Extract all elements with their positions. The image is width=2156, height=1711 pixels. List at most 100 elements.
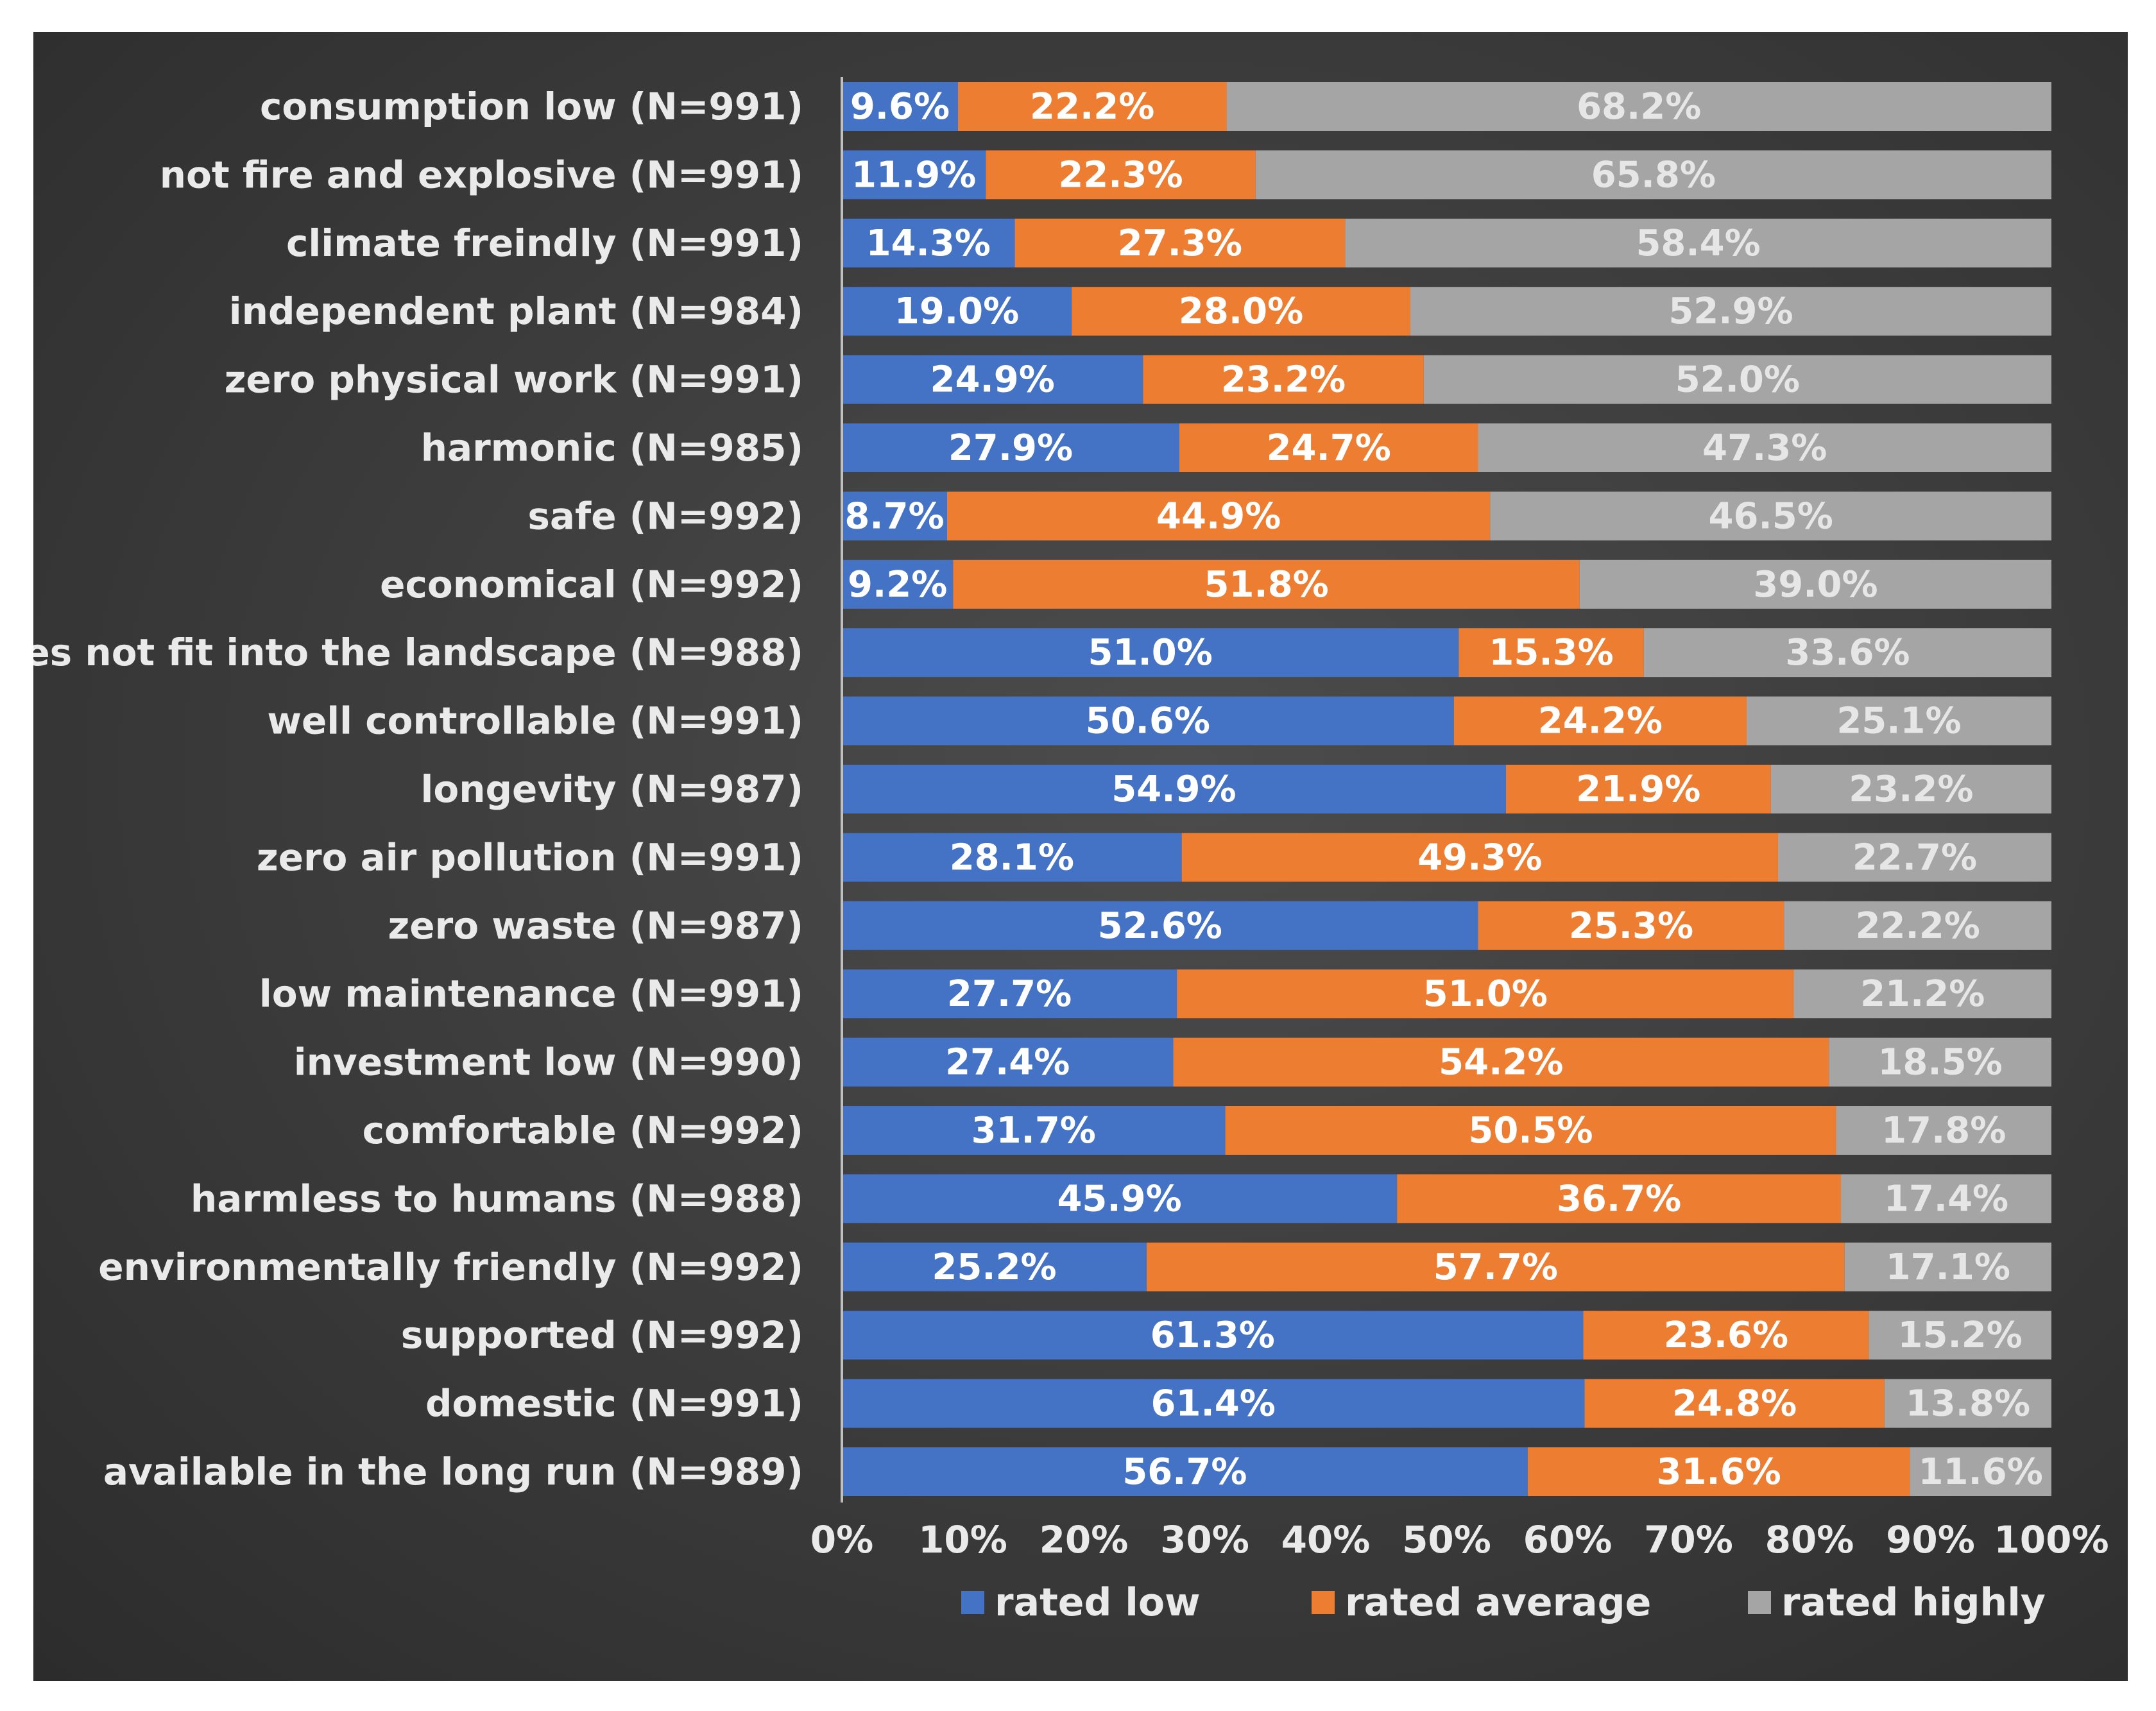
bar-rated-low-zero-physical-work (842, 355, 1143, 404)
bar-rated-low-independent-plant (842, 287, 1072, 336)
data-label-rated-average-zero-physical-work: 23.2% (1221, 359, 1346, 401)
data-label-rated-highly-zero-physical-work: 52.0% (1675, 359, 1800, 401)
bars-layer (842, 82, 2051, 1496)
category-label-investment-low: investment low (N=990) (294, 1041, 803, 1084)
x-axis-ticks: 0% 10% 20% 30% 40% 50% 60% 70% 80% 90% 100% (810, 1518, 2109, 1562)
data-label-rated-low-not-fire-and-explosive: 11.9% (851, 154, 976, 196)
x-tick-label: 20% (1040, 1518, 1129, 1562)
data-label-rated-average-consumption-low: 22.2% (1030, 86, 1154, 128)
bar-rated-highly-independent-plant (1410, 287, 2051, 336)
data-label-rated-low-harmless-to-humans: 45.9% (1057, 1178, 1181, 1220)
bar-rated-average-zero-waste (1478, 901, 1784, 950)
data-label-rated-low-low-maintenance: 27.7% (947, 973, 1072, 1015)
category-label-does-not-fit-into-the-landscape: does not fit into the landscape (N=988) (33, 631, 803, 674)
data-label-rated-average-not-fire-and-explosive: 22.3% (1058, 154, 1183, 196)
data-label-rated-highly-safe: 46.5% (1709, 495, 1833, 537)
data-label-rated-highly-low-maintenance: 21.2% (1860, 973, 1985, 1015)
data-label-rated-low-zero-air-pollution: 28.1% (950, 837, 1074, 878)
data-label-rated-average-investment-low: 54.2% (1439, 1042, 1563, 1084)
bar-rated-average-supported (1583, 1311, 1869, 1360)
data-label-rated-average-harmless-to-humans: 36.7% (1557, 1178, 1681, 1220)
x-tick-label: 80% (1765, 1518, 1854, 1562)
data-label-rated-low-available-in-the-long-run: 56.7% (1122, 1451, 1247, 1493)
data-label-rated-average-well-controllable: 24.2% (1538, 701, 1663, 742)
bar-rated-highly-zero-waste (1784, 901, 2051, 950)
x-tick-label: 40% (1281, 1518, 1371, 1562)
data-label-rated-highly-environmentally-friendly: 17.1% (1886, 1247, 2010, 1288)
x-tick-label: 0% (810, 1518, 873, 1562)
data-label-rated-average-environmentally-friendly: 57.7% (1433, 1247, 1558, 1288)
category-label-environmentally-friendly: environmentally friendly (N=992) (98, 1245, 803, 1289)
category-label-low-maintenance: low maintenance (N=991) (259, 972, 803, 1016)
stacked-bar-chart: consumption low (N=991) not fire and expl… (33, 77, 2109, 1625)
bar-rated-low-environmentally-friendly (842, 1242, 1147, 1291)
segment-labels: 9.6% 22.2% 68.2% 11.9% 22.3% 65.8% 14.3% 27.3% 5… (844, 86, 2043, 1493)
bar-rated-highly-well-controllable (1746, 696, 2051, 745)
data-label-rated-average-low-maintenance: 51.0% (1423, 973, 1548, 1015)
legend-swatch-rated-low (961, 1591, 984, 1614)
data-label-rated-low-environmentally-friendly: 25.2% (932, 1247, 1056, 1288)
data-label-rated-highly-available-in-the-long-run: 11.6% (1919, 1451, 2043, 1493)
bar-rated-average-investment-low (1173, 1037, 1829, 1087)
bar-rated-average-does-not-fit-into-the-landscape (1459, 628, 1644, 677)
bar-rated-highly-low-maintenance (1793, 969, 2051, 1019)
data-label-rated-highly-domestic: 13.8% (1906, 1383, 2030, 1425)
bar-rated-low-domestic (842, 1379, 1585, 1428)
bar-rated-average-consumption-low (957, 82, 1227, 131)
bar-rated-low-longevity (842, 765, 1506, 813)
data-label-rated-highly-does-not-fit-into-the-landscape: 33.6% (1785, 632, 1910, 674)
bar-rated-highly-zero-air-pollution (1777, 833, 2051, 882)
bar-rated-low-does-not-fit-into-the-landscape (842, 628, 1459, 677)
category-label-economical: economical (N=992) (380, 563, 803, 606)
category-labels: consumption low (N=991) not fire and expl… (33, 85, 803, 1494)
data-label-rated-average-zero-waste: 25.3% (1569, 905, 1693, 947)
data-label-rated-highly-longevity: 23.2% (1849, 769, 1973, 810)
data-label-rated-low-zero-physical-work: 24.9% (930, 359, 1055, 401)
bar-rated-highly-zero-physical-work (1423, 355, 2051, 404)
bar-rated-highly-investment-low (1829, 1037, 2051, 1087)
legend-label-rated-highly: rated highly (1781, 1580, 2046, 1625)
bar-rated-low-zero-air-pollution (842, 833, 1182, 882)
category-label-safe: safe (N=992) (527, 494, 803, 538)
x-tick-label: 100% (1994, 1518, 2109, 1562)
data-label-rated-low-zero-waste: 52.6% (1098, 905, 1222, 947)
data-label-rated-low-consumption-low: 9.6% (850, 86, 950, 128)
category-label-harmless-to-humans: harmless to humans (N=988) (191, 1177, 803, 1220)
data-label-rated-average-economical: 51.8% (1204, 564, 1328, 606)
data-label-rated-low-supported: 61.3% (1151, 1315, 1275, 1356)
category-label-climate-freindly: climate freindly (N=991) (286, 221, 803, 265)
bar-rated-highly-economical (1579, 559, 2051, 609)
bar-rated-low-investment-low (842, 1037, 1174, 1087)
data-label-rated-average-does-not-fit-into-the-landscape: 15.3% (1489, 632, 1613, 674)
data-label-rated-low-comfortable: 31.7% (971, 1110, 1096, 1152)
data-label-rated-low-domestic: 61.4% (1151, 1383, 1276, 1425)
data-label-rated-highly-comfortable: 17.8% (1881, 1110, 2006, 1152)
bar-rated-low-low-maintenance (842, 969, 1177, 1019)
bar-rated-average-well-controllable (1453, 696, 1747, 745)
bar-rated-average-not-fire-and-explosive (986, 150, 1256, 200)
bar-rated-average-zero-air-pollution (1181, 833, 1778, 882)
x-tick-label: 50% (1402, 1518, 1491, 1562)
bar-rated-average-safe (946, 491, 1491, 541)
bar-rated-low-zero-waste (842, 901, 1478, 950)
bar-rated-highly-harmonic (1478, 423, 2051, 472)
legend-swatch-rated-average (1312, 1591, 1335, 1614)
category-label-harmonic: harmonic (N=985) (421, 426, 803, 470)
bar-rated-highly-available-in-the-long-run (1910, 1447, 2051, 1496)
data-label-rated-highly-independent-plant: 52.9% (1668, 291, 1793, 332)
bar-rated-average-climate-freindly (1014, 218, 1346, 268)
bar-rated-average-available-in-the-long-run (1527, 1447, 1910, 1496)
bar-rated-low-safe (842, 491, 947, 541)
data-label-rated-low-well-controllable: 50.6% (1086, 701, 1210, 742)
category-label-comfortable: comfortable (N=992) (363, 1109, 803, 1152)
data-label-rated-highly-supported: 15.2% (1898, 1315, 2023, 1356)
data-label-rated-average-independent-plant: 28.0% (1179, 291, 1303, 332)
data-label-rated-low-investment-low: 27.4% (945, 1042, 1070, 1084)
bar-rated-average-harmonic (1179, 423, 1478, 472)
bar-rated-average-harmless-to-humans (1397, 1174, 1842, 1223)
legend-swatch-rated-highly (1748, 1591, 1771, 1614)
bar-rated-average-longevity (1505, 765, 1771, 813)
bar-rated-low-available-in-the-long-run (842, 1447, 1528, 1496)
category-label-zero-physical-work: zero physical work (N=991) (225, 358, 803, 402)
bar-rated-highly-environmentally-friendly (1844, 1242, 2051, 1291)
